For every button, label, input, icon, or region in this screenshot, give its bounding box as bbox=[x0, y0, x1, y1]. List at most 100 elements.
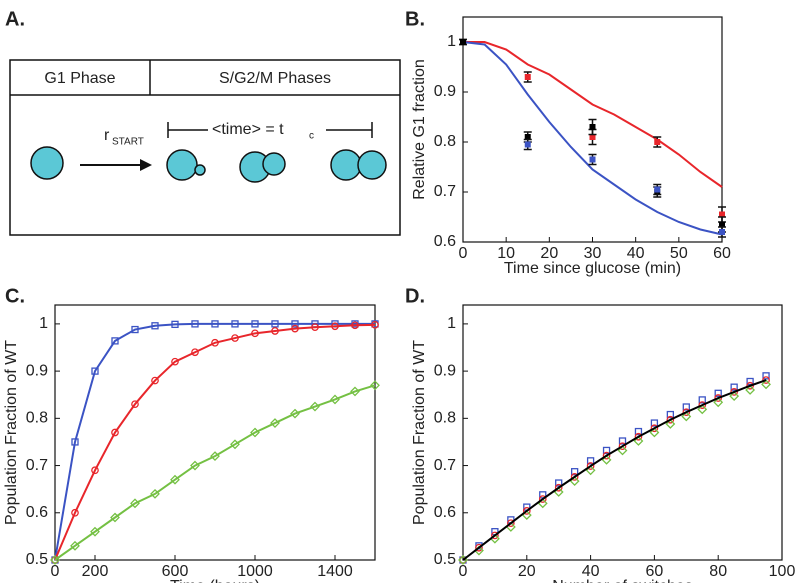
y-tick-label: 0.6 bbox=[434, 504, 456, 521]
marker bbox=[90, 526, 100, 537]
marker bbox=[211, 320, 219, 328]
marker bbox=[351, 321, 359, 330]
marker bbox=[762, 372, 770, 380]
marker bbox=[171, 357, 179, 366]
x-tick-label: 0 bbox=[459, 245, 468, 262]
marker bbox=[211, 338, 219, 347]
error-part bbox=[654, 186, 661, 193]
marker bbox=[190, 460, 200, 471]
marker bbox=[649, 427, 660, 438]
label-backdrop bbox=[208, 118, 326, 142]
marker bbox=[745, 385, 756, 395]
error-part bbox=[589, 156, 596, 163]
x-tick-label: 200 bbox=[82, 563, 109, 580]
sg2m-header: S/G2/M Phases bbox=[219, 70, 331, 87]
x-tick-label: 1400 bbox=[317, 563, 353, 580]
marker bbox=[91, 466, 99, 475]
cell bbox=[166, 149, 198, 181]
x-tick-label: 40 bbox=[627, 245, 645, 262]
series-line bbox=[462, 41, 723, 236]
error-part bbox=[719, 211, 725, 218]
series-line bbox=[463, 41, 723, 188]
y-tick-label: 0.9 bbox=[434, 362, 456, 379]
marker bbox=[539, 491, 547, 499]
marker bbox=[291, 320, 299, 328]
marker bbox=[210, 451, 220, 462]
marker bbox=[231, 320, 239, 328]
marker bbox=[311, 323, 319, 332]
y-tick-label: 0.8 bbox=[434, 410, 456, 427]
y-tick-label: 0.6 bbox=[26, 504, 48, 521]
x-tick-label: 60 bbox=[646, 563, 664, 580]
panel-label: C. bbox=[5, 285, 25, 307]
marker bbox=[191, 348, 199, 357]
plot-frame bbox=[462, 304, 783, 561]
x-tick-label: 50 bbox=[670, 245, 688, 262]
marker bbox=[681, 411, 692, 422]
marker bbox=[151, 322, 159, 330]
marker bbox=[617, 445, 628, 456]
marker bbox=[730, 383, 738, 391]
time-subscript: c bbox=[309, 131, 314, 142]
marker bbox=[250, 427, 260, 438]
x-tick-label: 30 bbox=[584, 245, 602, 262]
y-tick-label: 0.9 bbox=[26, 362, 48, 379]
marker bbox=[506, 519, 515, 528]
marker bbox=[150, 488, 160, 499]
y-axis-label: Relative G1 fraction bbox=[411, 59, 428, 200]
time-label: <time> = t bbox=[212, 121, 284, 138]
x-tick-label: 80 bbox=[709, 563, 727, 580]
error-point bbox=[523, 138, 532, 151]
marker bbox=[310, 401, 320, 412]
marker bbox=[130, 498, 140, 509]
marker bbox=[331, 322, 339, 331]
marker bbox=[571, 468, 579, 476]
phase-box bbox=[9, 59, 401, 236]
series-line bbox=[462, 379, 767, 561]
marker bbox=[70, 540, 80, 551]
marker bbox=[270, 418, 280, 428]
error-part bbox=[589, 124, 596, 130]
y-axis-label: Population Fraction of WT bbox=[3, 340, 20, 525]
marker bbox=[554, 483, 563, 492]
error-point bbox=[588, 118, 597, 136]
marker bbox=[761, 379, 771, 390]
error-part bbox=[654, 139, 661, 145]
error-point bbox=[523, 71, 532, 83]
y-tick-label: 0.7 bbox=[434, 183, 456, 200]
x-tick-label: 20 bbox=[540, 245, 558, 262]
y-tick-label: 1 bbox=[39, 315, 48, 332]
marker bbox=[170, 474, 180, 485]
marker bbox=[131, 325, 139, 334]
marker bbox=[290, 408, 300, 419]
marker bbox=[555, 479, 563, 487]
bud bbox=[357, 150, 387, 180]
marker bbox=[110, 512, 120, 523]
error-part bbox=[524, 141, 531, 148]
marker bbox=[191, 320, 199, 328]
x-tick-label: 1000 bbox=[237, 563, 273, 580]
marker bbox=[682, 408, 691, 417]
x-tick-label: 0 bbox=[51, 563, 60, 580]
x-tick-label: 0 bbox=[459, 563, 468, 580]
y-tick-label: 1 bbox=[447, 315, 456, 332]
error-part bbox=[719, 221, 725, 228]
x-axis-label: Time (hours) bbox=[170, 578, 260, 583]
y-tick-label: 1 bbox=[447, 33, 456, 50]
plot-frame bbox=[54, 304, 376, 561]
y-tick-label: 0.8 bbox=[26, 410, 48, 427]
marker bbox=[729, 391, 740, 402]
y-axis-label: Population Fraction of WT bbox=[411, 340, 428, 525]
x-axis-label: Number of switches bbox=[552, 578, 693, 583]
series-line bbox=[54, 323, 376, 561]
marker bbox=[271, 320, 279, 328]
marker bbox=[538, 495, 547, 503]
y-tick-label: 0.5 bbox=[434, 551, 456, 568]
marker bbox=[650, 419, 659, 427]
x-axis-label: Time since glucose (min) bbox=[504, 260, 681, 277]
y-tick-label: 0.6 bbox=[434, 233, 456, 250]
marker bbox=[231, 334, 239, 342]
g1-header: G1 Phase bbox=[44, 70, 115, 87]
rate-subscript: START bbox=[112, 137, 144, 148]
y-tick-label: 0.7 bbox=[26, 457, 48, 474]
